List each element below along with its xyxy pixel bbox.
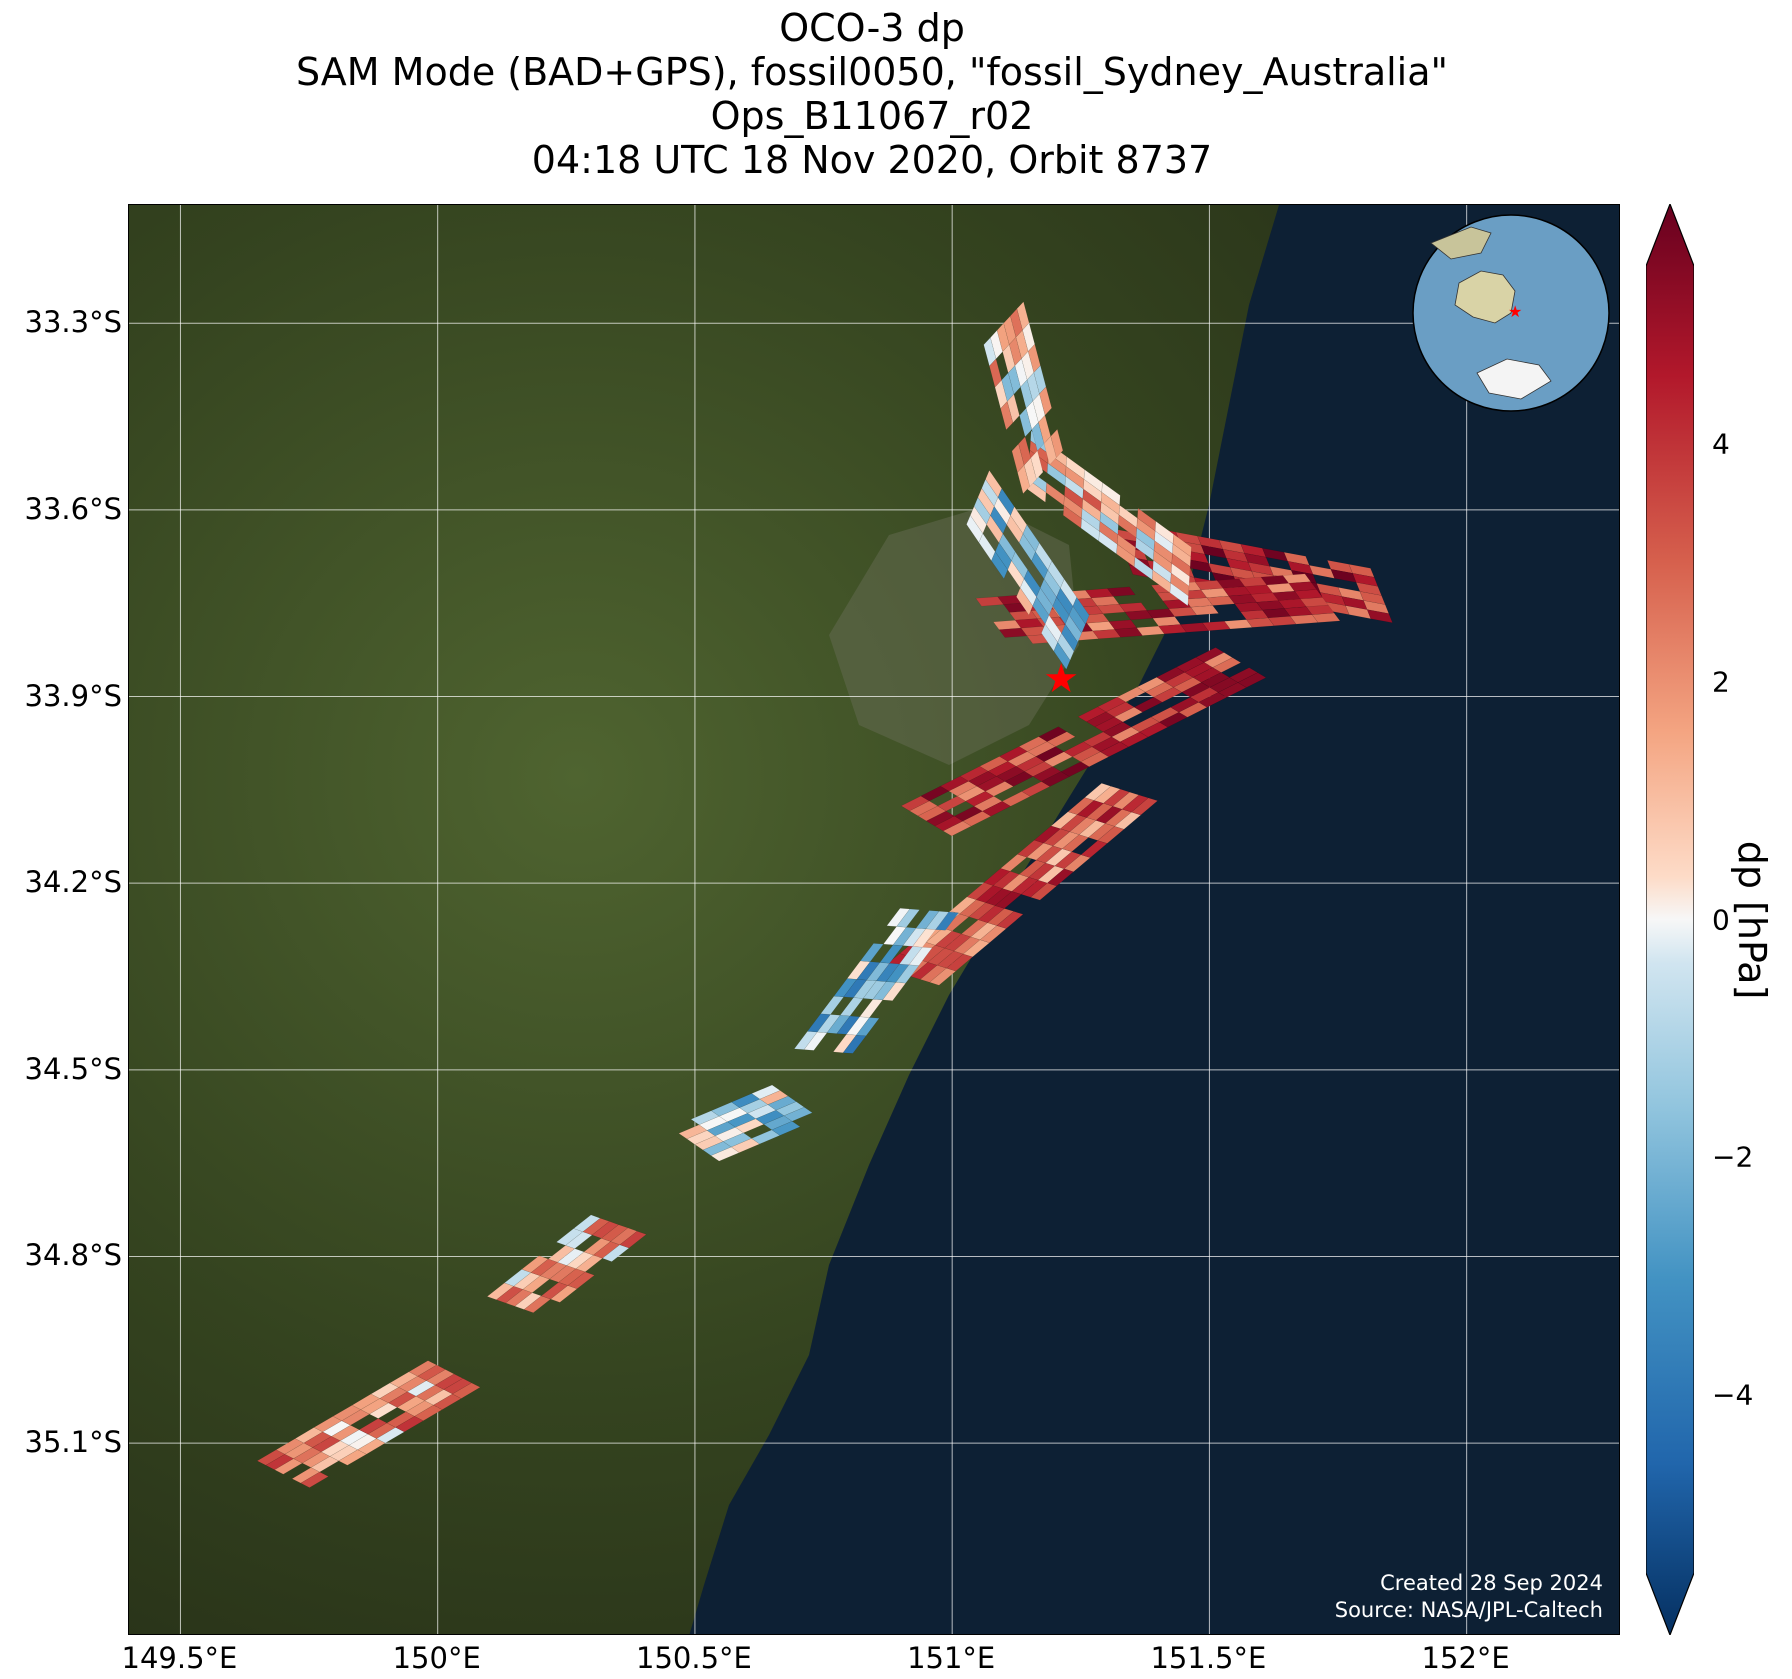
lon-tick-label: 151°E [907, 1641, 996, 1675]
credit-text: Created 28 Sep 2024 Source: NASA/JPL-Cal… [1335, 1570, 1603, 1624]
title-line-4: 04:18 UTC 18 Nov 2020, Orbit 8737 [531, 138, 1213, 182]
lon-tick-label: 150°E [392, 1641, 481, 1675]
map-canvas: ★ [129, 205, 1619, 1634]
lon-tick-label: 149.5°E [121, 1641, 238, 1675]
sounding-cell [1190, 605, 1220, 616]
map-panel: ★ Created 28 Sep 2024 Source: NASA/JPL-C… [128, 204, 1620, 1635]
title-line-1: OCO-3 dp [779, 6, 965, 50]
colorbar-tick-label: −4 [1712, 1378, 1754, 1412]
sounding-cell [771, 1121, 801, 1136]
colorbar-body [1646, 204, 1694, 1635]
credit-source: Source: NASA/JPL-Caltech [1334, 1598, 1603, 1622]
lat-tick-label: 33.9°S [24, 678, 122, 713]
credit-created: Created 28 Sep 2024 [1380, 1571, 1603, 1595]
lat-tick-label: 35.1°S [24, 1425, 122, 1460]
lon-tick-label: 150.5°E [635, 1641, 752, 1675]
lon-tick-label: 152°E [1421, 1641, 1510, 1675]
target-marker: ★ [1043, 656, 1079, 702]
sounding-cell [1046, 731, 1076, 747]
sounding-cell [1212, 657, 1242, 673]
colorbar-tick-label: 0 [1712, 903, 1730, 936]
ocean-area [689, 205, 1619, 1634]
lat-tick-label: 33.3°S [24, 305, 122, 340]
sounding-cell [896, 908, 921, 928]
lat-tick-label: 34.5°S [24, 1051, 122, 1086]
colorbar-tick-label: 2 [1712, 665, 1730, 699]
dp-soundings [256, 301, 1393, 1488]
sounding-cell [1130, 797, 1159, 816]
colorbar-tick-label: 4 [1712, 427, 1730, 461]
lat-tick-label: 34.8°S [24, 1238, 122, 1273]
sounding-cell [1016, 587, 1033, 616]
sounding-cell [908, 946, 933, 966]
sounding-cell [1000, 400, 1014, 431]
title-line-2: SAM Mode (BAD+GPS), fossil0050, "fossil_… [295, 50, 1449, 94]
sounding-cell [1017, 464, 1031, 495]
figure-title: OCO-3 dp SAM Mode (BAD+GPS), fossil0050,… [0, 6, 1744, 182]
title-line-3: Ops_B11067_r02 [710, 94, 1034, 138]
sounding-cell [1106, 586, 1136, 597]
sounding-cell [619, 1230, 647, 1249]
sounding-cell [991, 551, 1008, 580]
sounding-cell [1311, 612, 1341, 623]
sounding-cell [1237, 672, 1267, 688]
colorbar-label: dp [hPa] [1730, 840, 1774, 1000]
lon-tick-label: 151.5°E [1150, 1641, 1267, 1675]
sounding-cell [1043, 435, 1057, 466]
star-icon: ★ [1043, 656, 1079, 702]
sounding-cell [996, 911, 1024, 929]
sounding-cell [855, 1017, 880, 1037]
australia-shape [1454, 270, 1516, 324]
lat-tick-label: 33.6°S [24, 491, 122, 526]
colorbar [1646, 204, 1694, 1635]
antarctica-shape [1476, 358, 1552, 400]
asia-shape [1430, 226, 1492, 260]
globe-inset: ★ [1412, 214, 1610, 412]
sounding-cell [1366, 609, 1393, 624]
lat-tick-label: 34.2°S [24, 865, 122, 900]
sounding-cell [1053, 641, 1071, 670]
sounding-cell [1169, 582, 1189, 607]
sounding-cell [567, 1271, 595, 1290]
sounding-cell [300, 1471, 329, 1488]
sounding-cell [935, 911, 960, 931]
colorbar-tick-label: −2 [1712, 1140, 1754, 1174]
sounding-cell [451, 1382, 481, 1399]
sounding-cell [783, 1106, 813, 1122]
globe-star-icon: ★ [1508, 302, 1522, 321]
